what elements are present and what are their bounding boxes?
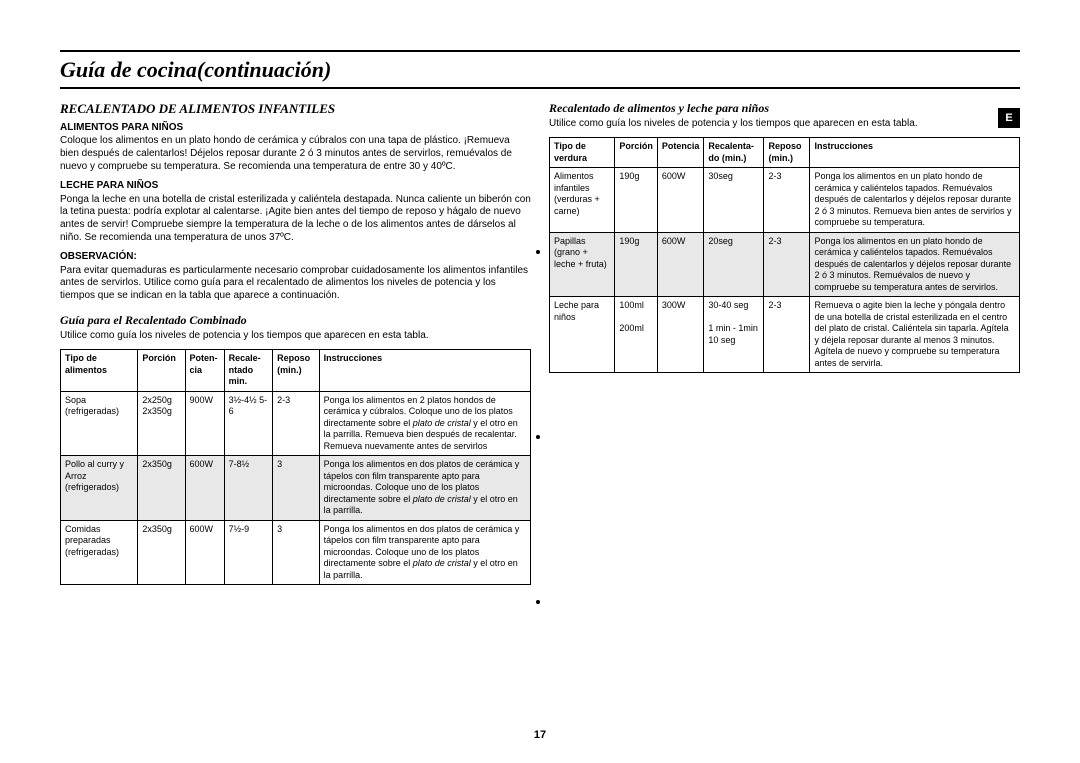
- page-root: Guía de cocina(continuación) RECALENTADO…: [0, 0, 1080, 605]
- th: Tipo de verdura: [550, 138, 615, 168]
- left-main-head: RECALENTADO DE ALIMENTOS INFANTILES: [60, 101, 531, 118]
- cell: 100ml 200ml: [615, 297, 658, 373]
- italic: plato de cristal: [413, 558, 471, 568]
- cell: Pollo al curry y Arroz (refrigerados): [61, 456, 138, 521]
- cell: 30seg: [704, 168, 764, 233]
- cell: 2x350g: [138, 456, 185, 521]
- binding-dot-icon: [536, 250, 540, 254]
- cell: 7-8½: [224, 456, 273, 521]
- right-guide-text: Utilice como guía los niveles de potenci…: [549, 118, 1020, 131]
- left-guide-text: Utilice como guía los niveles de potenci…: [60, 330, 531, 343]
- right-guide-head: Recalentado de alimentos y leche para ni…: [549, 101, 1020, 116]
- table-row: Pollo al curry y Arroz (refrigerados) 2x…: [61, 456, 531, 521]
- th: Reposo (min.): [764, 138, 810, 168]
- th: Poten-cia: [185, 350, 224, 392]
- cell: 190g: [615, 232, 658, 297]
- left-guide-head: Guía para el Recalentado Combinado: [60, 313, 531, 328]
- th: Recale-ntado min.: [224, 350, 273, 392]
- cell: 900W: [185, 391, 224, 456]
- th: Potencia: [657, 138, 704, 168]
- rule-under: [60, 87, 1020, 89]
- cell: Ponga los alimentos en 2 platos hondos d…: [319, 391, 530, 456]
- th: Recalenta-do (min.): [704, 138, 764, 168]
- cell: 2-3: [764, 232, 810, 297]
- cell: Ponga los alimentos en dos platos de cer…: [319, 456, 530, 521]
- cell: 3½-4½ 5-6: [224, 391, 273, 456]
- cell: 2-3: [764, 297, 810, 373]
- cell: 600W: [657, 232, 704, 297]
- rule-top: [60, 50, 1020, 52]
- right-table: Tipo de verdura Porción Potencia Recalen…: [549, 137, 1020, 373]
- cell: Comidas preparadas (refrigeradas): [61, 520, 138, 585]
- cell: 3: [273, 456, 320, 521]
- th: Instrucciones: [319, 350, 530, 392]
- italic: plato de cristal: [413, 418, 471, 428]
- sec2-text: Ponga la leche en una botella de cristal…: [60, 194, 531, 245]
- cell: 7½-9: [224, 520, 273, 585]
- table-row: Papillas (grano + leche + fruta) 190g 60…: [550, 232, 1020, 297]
- cell: 600W: [657, 168, 704, 233]
- cell: 300W: [657, 297, 704, 373]
- table-row: Sopa (refrigeradas) 2x250g 2x350g 900W 3…: [61, 391, 531, 456]
- table-row: Comidas preparadas (refrigeradas) 2x350g…: [61, 520, 531, 585]
- sec3-head: OBSERVACIÓN:: [60, 251, 531, 264]
- th: Porción: [615, 138, 658, 168]
- table-row: Leche para niños 100ml 200ml 300W 30-40 …: [550, 297, 1020, 373]
- cell: 2-3: [764, 168, 810, 233]
- cell: 2x250g 2x350g: [138, 391, 185, 456]
- binding-dot-icon: [536, 435, 540, 439]
- right-table-header-row: Tipo de verdura Porción Potencia Recalen…: [550, 138, 1020, 168]
- language-tab: E: [998, 108, 1020, 128]
- cell: 2x350g: [138, 520, 185, 585]
- th: Porción: [138, 350, 185, 392]
- sec1-text: Coloque los alimentos en un plato hondo …: [60, 135, 531, 173]
- left-table-header-row: Tipo de alimentos Porción Poten-cia Reca…: [61, 350, 531, 392]
- cell: Alimentos infantiles (verduras + carne): [550, 168, 615, 233]
- page-title: Guía de cocina(continuación): [60, 55, 1020, 87]
- columns: RECALENTADO DE ALIMENTOS INFANTILES ALIM…: [60, 101, 1020, 585]
- cell: Leche para niños: [550, 297, 615, 373]
- cell: 30-40 seg 1 min - 1min 10 seg: [704, 297, 764, 373]
- sec1-head: ALIMENTOS PARA NIÑOS: [60, 122, 531, 135]
- cell: Sopa (refrigeradas): [61, 391, 138, 456]
- cell: Ponga los alimentos en un plato hondo de…: [810, 232, 1020, 297]
- cell: Ponga los alimentos en un plato hondo de…: [810, 168, 1020, 233]
- cell: 2-3: [273, 391, 320, 456]
- binding-dot-icon: [536, 600, 540, 604]
- cell: 190g: [615, 168, 658, 233]
- sec2-head: LECHE PARA NIÑOS: [60, 180, 531, 193]
- sec3-text: Para evitar quemaduras es particularment…: [60, 265, 531, 303]
- table-row: Alimentos infantiles (verduras + carne) …: [550, 168, 1020, 233]
- cell: Papillas (grano + leche + fruta): [550, 232, 615, 297]
- cell: Ponga los alimentos en dos platos de cer…: [319, 520, 530, 585]
- cell: 3: [273, 520, 320, 585]
- left-column: RECALENTADO DE ALIMENTOS INFANTILES ALIM…: [60, 101, 531, 585]
- italic: plato de cristal: [413, 494, 471, 504]
- th: Reposo (min.): [273, 350, 320, 392]
- cell: 600W: [185, 520, 224, 585]
- th: Tipo de alimentos: [61, 350, 138, 392]
- cell: Remueva o agite bien la leche y póngala …: [810, 297, 1020, 373]
- cell: 600W: [185, 456, 224, 521]
- page-number: 17: [0, 729, 1080, 741]
- th: Instrucciones: [810, 138, 1020, 168]
- cell: 20seg: [704, 232, 764, 297]
- right-column: Recalentado de alimentos y leche para ni…: [549, 101, 1020, 585]
- left-table: Tipo de alimentos Porción Poten-cia Reca…: [60, 349, 531, 585]
